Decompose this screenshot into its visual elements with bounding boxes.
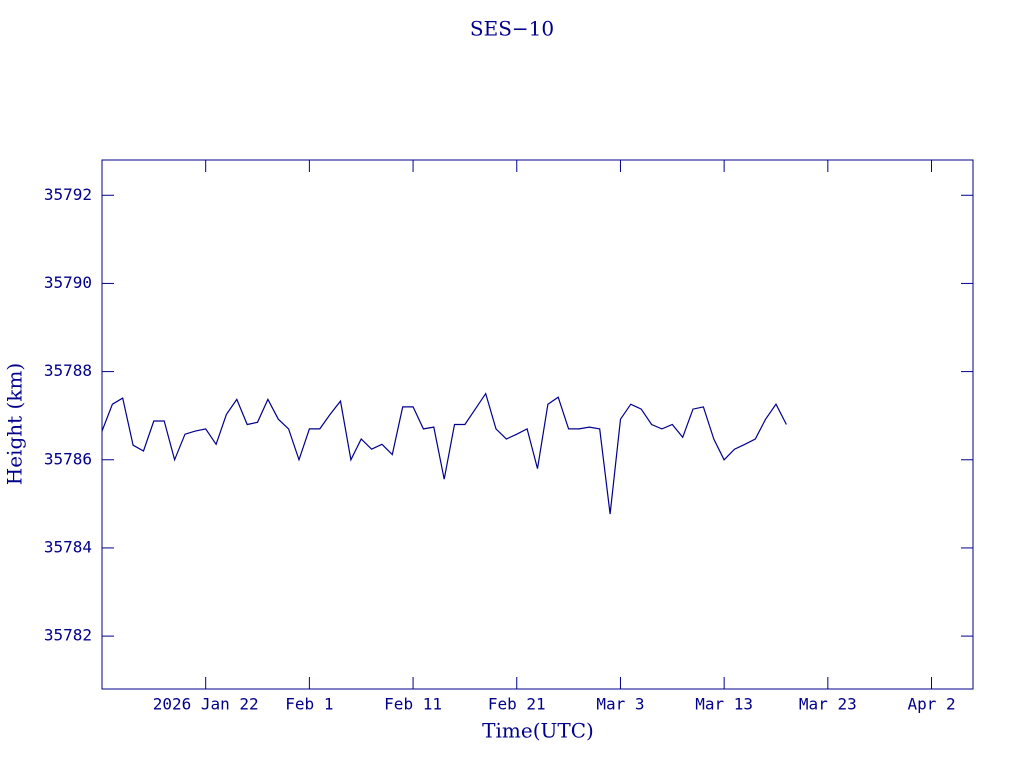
x-tick-label: Mar 23 bbox=[799, 695, 857, 714]
plot-frame bbox=[101, 159, 974, 690]
x-tick-label: Apr 2 bbox=[907, 695, 955, 714]
x-tick-label: Feb 11 bbox=[384, 695, 442, 714]
x-tick-label: Mar 3 bbox=[596, 695, 644, 714]
y-tick-label: 35788 bbox=[44, 361, 92, 380]
y-tick-label: 35782 bbox=[44, 626, 92, 645]
y-axis-label: Height (km) bbox=[3, 363, 27, 485]
y-tick-label: 35792 bbox=[44, 185, 92, 204]
y-tick-label: 35784 bbox=[44, 537, 92, 556]
x-axis-label: Time(UTC) bbox=[482, 719, 594, 743]
y-tick-label: 35786 bbox=[44, 449, 92, 468]
x-tick-label: Feb 1 bbox=[285, 695, 333, 714]
x-tick-label: Feb 21 bbox=[488, 695, 546, 714]
x-tick-label: Mar 13 bbox=[695, 695, 753, 714]
chart-title: SES−10 bbox=[470, 17, 554, 41]
x-tick-label: 2026 Jan 22 bbox=[153, 695, 259, 714]
data-line bbox=[101, 392, 787, 515]
y-tick-label: 35790 bbox=[44, 273, 92, 292]
